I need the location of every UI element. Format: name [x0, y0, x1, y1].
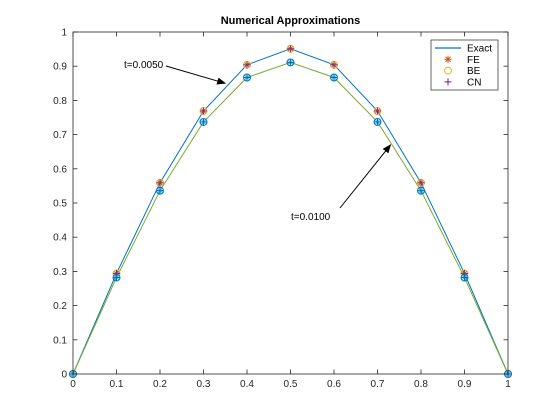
y-tick-label: 0.2 — [53, 301, 67, 312]
x-tick-label: 0.7 — [371, 379, 385, 390]
x-tick-label: 0.5 — [284, 379, 298, 390]
annotation-arrow — [165, 65, 227, 85]
y-tick-label: 0.8 — [53, 96, 67, 107]
data-point-cn-00100-8 — [417, 187, 425, 195]
x-tick-label: 0.3 — [197, 379, 211, 390]
x-tick-label: 0.8 — [414, 379, 428, 390]
legend-swatch — [444, 55, 452, 63]
data-point-cn-00050-8 — [417, 179, 425, 187]
y-tick-label: 0.6 — [53, 164, 67, 175]
annotation-label: t=0.0100 — [291, 212, 331, 223]
y-tick-label: 0.3 — [53, 267, 67, 278]
legend-item-be: BE — [444, 66, 481, 77]
legend-swatch — [444, 66, 452, 75]
annotation-arrow — [339, 144, 392, 209]
y-tick-label: 0.9 — [53, 62, 67, 73]
data-point-cn-00100-3 — [200, 118, 207, 126]
legend-item-exact: Exact — [435, 44, 492, 55]
y-tick-label: 1 — [61, 28, 67, 39]
data-point-cn-00100-1 — [113, 274, 120, 282]
ticks-layer: 0 0.1 0.2 0.3 0.4 0.5 0.6 0.7 0.8 0.9 1 0 0.1 0.2 0.3 0… — [53, 28, 511, 391]
legend-item-fe: FE — [444, 55, 480, 66]
x-tick-label: 0.9 — [458, 379, 472, 390]
data-point-cn-00050-4 — [243, 61, 251, 69]
data-point-cn-00100-2 — [156, 187, 164, 195]
data-point-cn-00100-7 — [374, 118, 381, 126]
x-tick-label: 0.1 — [110, 379, 124, 390]
y-tick-label: 0.1 — [53, 335, 67, 346]
x-tick-label: 1 — [505, 379, 511, 390]
chart-title: Numerical Approximations — [221, 15, 361, 27]
legend-swatch — [444, 78, 452, 86]
annotation-layer: t=0.0050 t=0.0100 — [124, 60, 392, 223]
data-point-cn-00050-2 — [156, 179, 164, 187]
y-tick-label: 0.4 — [53, 233, 67, 244]
legend-label: BE — [467, 66, 481, 77]
data-point-cn-00050-3 — [200, 107, 207, 115]
x-tick-label: 0.6 — [327, 379, 341, 390]
annotation-label: t=0.0050 — [124, 60, 164, 71]
y-tick-label: 0.5 — [53, 199, 67, 210]
y-tick-label: 0.7 — [53, 130, 67, 141]
data-point-cn-00050-7 — [374, 107, 381, 115]
y-tick-label: 0 — [61, 370, 67, 381]
data-point-cn-00100-6 — [330, 73, 338, 81]
x-tick-label: 0.4 — [240, 379, 254, 390]
data-point-cn-00050-6 — [330, 61, 338, 69]
data-point-cn-00050-5 — [287, 45, 294, 53]
legend-item-cn: CN — [444, 77, 481, 88]
data-point-cn-00100-4 — [243, 73, 251, 81]
legend-label: FE — [467, 55, 480, 66]
data-point-cn-00100-5 — [287, 58, 294, 66]
x-tick-label: 0.2 — [153, 379, 167, 390]
legend-label: CN — [467, 77, 481, 88]
legend-label: Exact — [467, 44, 492, 55]
data-point-cn-00100-9 — [461, 274, 468, 282]
x-tick-label: 0 — [70, 379, 76, 390]
